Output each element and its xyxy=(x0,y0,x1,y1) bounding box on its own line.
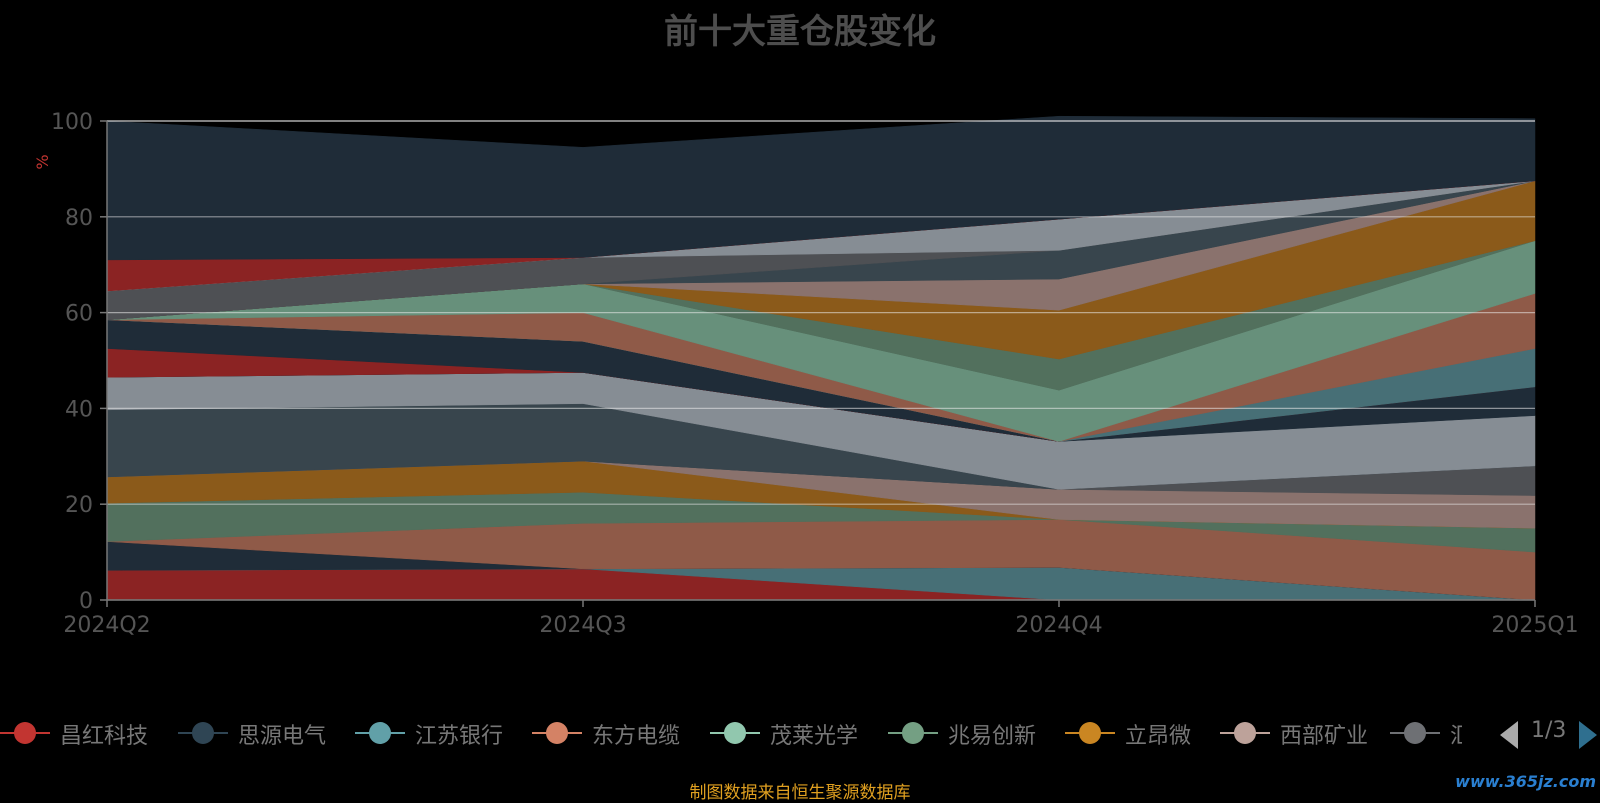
legend-label: 西部矿业 xyxy=(1280,724,1369,749)
x-tick-label: 2024Q2 xyxy=(63,613,150,638)
legend: 昌红科技 思源电气 江苏银行 东方电缆 茂莱光学 兆易创新 立昂微 西部矿业 汇川技术 1/3 xyxy=(0,713,1600,753)
legend-dot-icon xyxy=(724,722,746,744)
chart-title: 前十大重仓股变化 xyxy=(664,12,936,52)
y-tick-label: 40 xyxy=(65,397,93,422)
legend-label: 茂莱光学 xyxy=(770,724,859,749)
legend-dot-icon xyxy=(902,722,924,744)
legend-label: 立昂微 xyxy=(1125,724,1192,749)
x-tick-label: 2024Q3 xyxy=(539,613,626,638)
legend-dot-icon xyxy=(546,722,568,744)
legend-label: 兆易创新 xyxy=(948,724,1037,749)
y-tick-label: 0 xyxy=(79,589,93,614)
legend-label: 东方电缆 xyxy=(592,724,681,749)
source-note: 制图数据来自恒生聚源数据库 xyxy=(689,783,911,803)
legend-label: 昌红科技 xyxy=(60,724,149,749)
y-tick-label: 60 xyxy=(65,302,93,327)
x-tick-label: 2025Q1 xyxy=(1491,613,1578,638)
legend-label: 思源电气 xyxy=(238,724,327,749)
legend-prev-page-icon[interactable] xyxy=(1500,721,1518,749)
legend-dot-icon xyxy=(1079,722,1101,744)
legend-dot-icon xyxy=(14,722,36,744)
x-tick-label: 2024Q4 xyxy=(1015,613,1102,638)
legend-items: 昌红科技 思源电气 江苏银行 东方电缆 茂莱光学 兆易创新 立昂微 西部矿业 汇川技术 xyxy=(0,713,1462,753)
legend-dot-icon xyxy=(192,722,214,744)
legend-label: 江苏银行 xyxy=(415,724,504,749)
legend-dot-icon xyxy=(369,722,391,744)
watermark: www.365jz.com xyxy=(1455,772,1596,791)
area-series-group xyxy=(106,115,1536,601)
y-axis-label: % xyxy=(33,154,52,169)
y-tick-label: 20 xyxy=(65,493,93,518)
legend-label: 汇川技术 xyxy=(1450,724,1462,749)
legend-next-page-icon[interactable] xyxy=(1579,721,1597,749)
area-series-23 xyxy=(106,115,1536,261)
legend-dot-icon xyxy=(1404,722,1426,744)
y-tick-label: 100 xyxy=(51,110,93,135)
legend-dot-icon xyxy=(1234,722,1256,744)
legend-page-indicator: 1/3 xyxy=(1531,718,1567,743)
axes: 0 20 40 60 80 100 2024Q2 2024Q3 2024Q4 2025Q1% xyxy=(33,110,1579,638)
y-tick-label: 80 xyxy=(65,206,93,231)
